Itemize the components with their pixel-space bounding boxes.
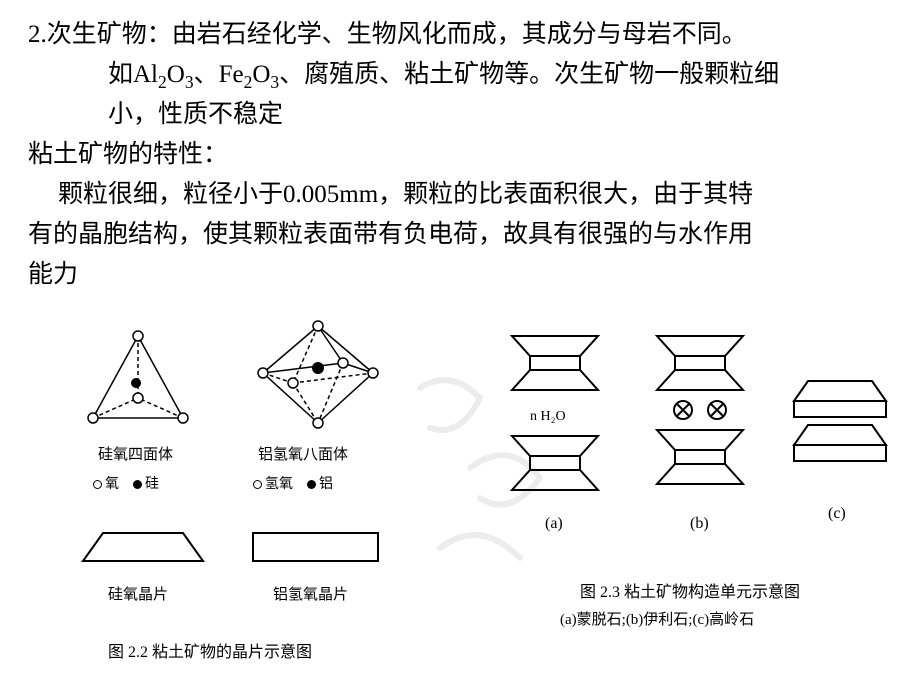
legend-1: 氧 硅 — [93, 473, 159, 493]
txt: 氧 — [105, 477, 119, 492]
filled-circle-icon — [133, 480, 142, 489]
unit-a-icon: n H₂O (a) — [490, 328, 620, 548]
svg-text:(a): (a) — [545, 515, 563, 532]
unit-b-icon: (b) — [635, 328, 765, 548]
rect-label: 铝氢氧晶片 — [273, 583, 348, 604]
tetrahedron-icon — [78, 328, 198, 438]
fig-2-3-caption: 图 2.3 粘土矿物构造单元示意图 — [580, 578, 800, 602]
legend-2: 氢氧 铝 — [253, 473, 333, 493]
octahedron-icon — [238, 318, 398, 438]
nh2o-text: n H₂O — [530, 409, 566, 424]
txt: 如Al — [108, 61, 158, 88]
octa-label: 铝氢氧八面体 — [258, 443, 348, 464]
rectangle-icon — [248, 528, 388, 568]
txt: 、Fe — [194, 61, 244, 88]
svg-text:(b): (b) — [690, 515, 709, 532]
tetra-label: 硅氧四面体 — [98, 443, 173, 464]
txt: 硅 — [145, 477, 159, 492]
txt: 、腐殖质、粘土矿物等。次生矿物一般颗粒细 — [279, 61, 779, 88]
svg-text:(c): (c) — [828, 505, 846, 522]
unit-c-icon: (c) — [780, 373, 900, 543]
para-line-2: 如Al2O3、Fe2O3、腐殖质、粘土矿物等。次生矿物一般颗粒细 — [108, 54, 779, 97]
figure-2-2: 硅氧四面体 铝氢氧八面体 氧 硅 氢氧 铝 硅氧晶片 铝氢氧晶片 图 2.2 粘… — [48, 318, 448, 678]
figures-area: 硅氧四面体 铝氢氧八面体 氧 硅 氢氧 铝 硅氧晶片 铝氢氧晶片 图 2.2 粘… — [0, 318, 920, 690]
para-line-4: 粘土矿物的特性： — [28, 134, 228, 175]
fig-2-2-caption: 图 2.2 粘土矿物的晶片示意图 — [108, 638, 312, 662]
para-line-5: 颗粒很细，粒径小于0.005mm，颗粒的比表面积很大，由于其特 — [58, 174, 753, 215]
txt: 氢氧 — [265, 477, 293, 492]
para-line-1: 2.次生矿物：由岩石经化学、生物风化而成，其成分与母岩不同。 — [28, 14, 747, 55]
trapezoid-icon — [78, 528, 208, 568]
fig-2-3-subcaption: (a)蒙脱石;(b)伊利石;(c)高岭石 — [560, 608, 754, 629]
para-line-3: 小，性质不稳定 — [108, 94, 283, 135]
trap-label: 硅氧晶片 — [108, 583, 168, 604]
open-circle-icon — [93, 480, 102, 489]
filled-circle-icon — [307, 480, 316, 489]
para-line-6: 有的晶胞结构，使其颗粒表面带有负电荷，故具有很强的与水作用 — [28, 214, 753, 255]
txt: 铝 — [319, 477, 333, 492]
open-circle-icon — [253, 480, 262, 489]
para-line-7: 能力 — [28, 254, 78, 295]
figure-2-3: n H₂O (a) (b) — [460, 318, 910, 678]
